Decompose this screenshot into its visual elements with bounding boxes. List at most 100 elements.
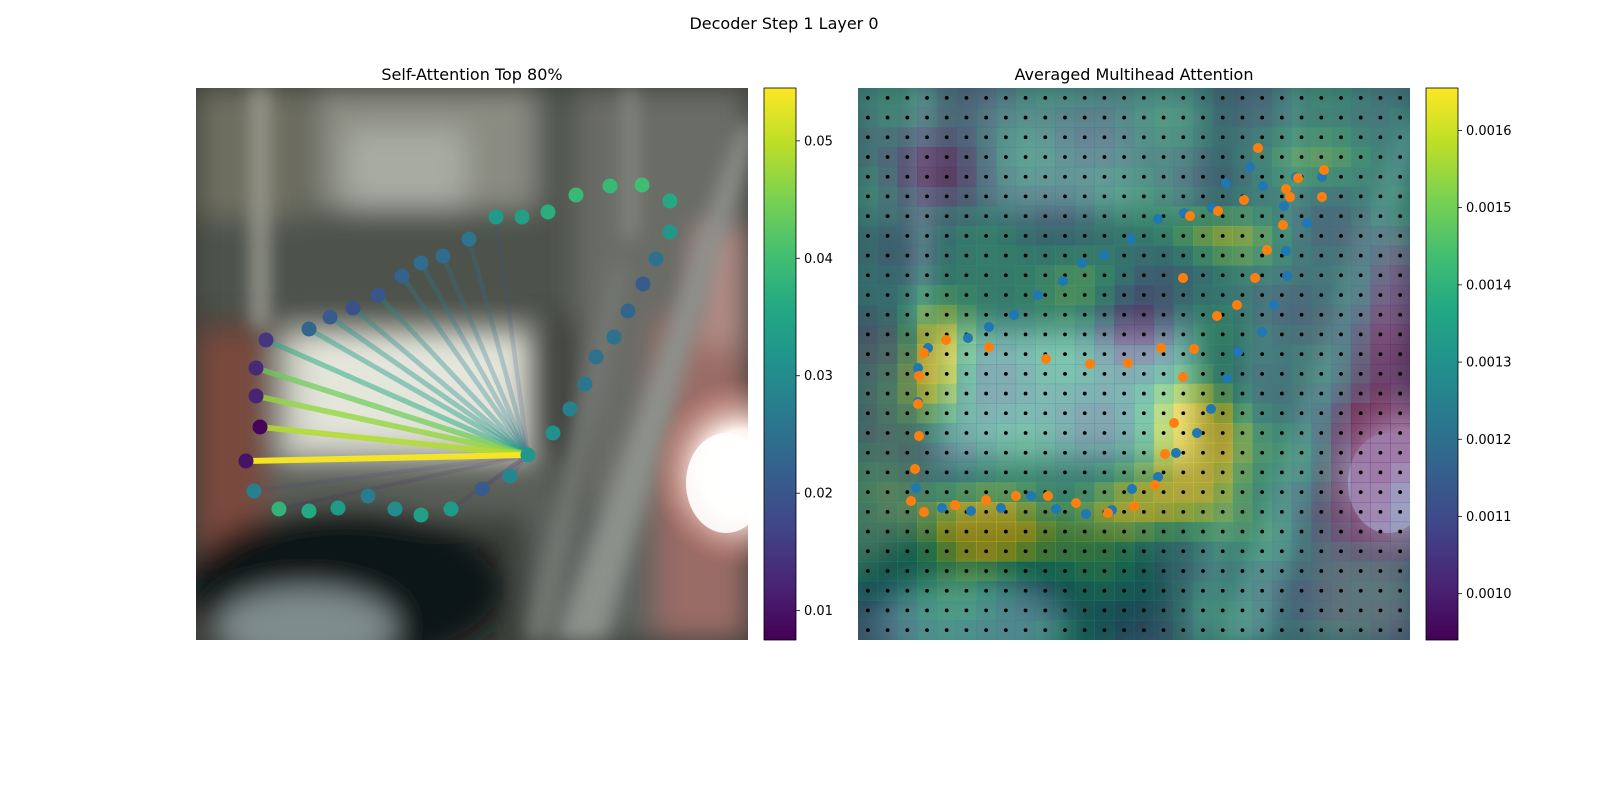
grid-dot: [1141, 450, 1146, 455]
grid-dot: [944, 371, 949, 376]
grid-dot: [984, 371, 989, 376]
grid-dot: [964, 529, 969, 534]
grid-dot: [1339, 312, 1343, 317]
grid-dot: [925, 371, 929, 376]
grid-dot: [905, 312, 910, 317]
grid-dot: [925, 549, 929, 554]
grid-dot: [1181, 391, 1186, 396]
grid-dot: [1201, 214, 1205, 219]
grid-dot: [865, 569, 870, 573]
grid-dot: [1240, 253, 1245, 258]
grid-dot: [1003, 391, 1008, 396]
grid-dot: [1201, 174, 1205, 179]
predicted-points: [906, 143, 1329, 518]
grid-dot: [1201, 509, 1205, 514]
grid-dot: [1378, 135, 1383, 140]
grid-dot: [1378, 174, 1383, 179]
grid-dot: [1102, 135, 1107, 140]
grid-dot: [1378, 332, 1383, 337]
trajectory-point: [271, 501, 287, 517]
grid-dot: [1063, 312, 1067, 317]
grid-dot: [1398, 115, 1403, 120]
grid-dot: [1378, 293, 1383, 297]
grid-dot: [1102, 490, 1107, 495]
grid-dot: [1378, 194, 1383, 199]
grid-dot: [1201, 194, 1205, 199]
grid-dot: [964, 293, 969, 297]
grid-dot: [1358, 155, 1363, 159]
grid-dot: [1358, 529, 1363, 534]
grid-dot: [1122, 490, 1127, 495]
grid-dot: [1122, 529, 1127, 534]
grid-dot: [1279, 411, 1284, 416]
grid-dot: [984, 608, 989, 613]
grid-dot: [1181, 628, 1186, 633]
trajectory-point: [435, 248, 451, 264]
grid-dot: [1260, 293, 1265, 297]
grid-dot: [1201, 95, 1205, 100]
reference-point: [1233, 347, 1243, 357]
attention-link: [466, 236, 531, 458]
attention-link: [350, 305, 531, 458]
grid-dot: [1299, 371, 1304, 376]
grid-dot: [1023, 411, 1028, 416]
grid-dot: [925, 391, 929, 396]
predicted-point: [1043, 491, 1053, 501]
grid-dot: [1220, 233, 1225, 238]
grid-dot: [1003, 549, 1008, 554]
grid-dot: [1141, 273, 1146, 278]
grid-dot: [1122, 391, 1127, 396]
grid-dot: [964, 155, 969, 159]
grid-dot: [1358, 569, 1363, 573]
grid-dot: [885, 608, 890, 613]
grid-dot: [1319, 135, 1324, 140]
grid-dot: [1398, 194, 1403, 199]
grid-dot: [1378, 549, 1383, 554]
grid-dot: [1378, 470, 1383, 475]
grid-dot: [1161, 549, 1166, 554]
grid-dot: [1220, 174, 1225, 179]
grid-dot: [1122, 233, 1127, 238]
trajectory-point: [634, 177, 650, 193]
grid-dot: [1299, 352, 1304, 357]
grid-dot: [1260, 608, 1265, 613]
grid-dot: [1082, 155, 1087, 159]
grid-dot: [1339, 411, 1343, 416]
attention-link: [375, 292, 531, 458]
reference-point: [1077, 258, 1087, 268]
grid-dot: [905, 549, 910, 554]
predicted-point: [1103, 508, 1113, 518]
grid-dot: [1063, 253, 1067, 258]
grid-dot: [1339, 509, 1343, 514]
grid-dot: [1260, 509, 1265, 514]
grid-dot: [1299, 155, 1304, 159]
predicted-point: [1213, 206, 1223, 216]
predicted-point: [1262, 245, 1272, 255]
grid-dot: [1082, 529, 1087, 534]
grid-dot: [1339, 293, 1343, 297]
grid-dot: [1161, 371, 1166, 376]
grid-dot: [1122, 135, 1127, 140]
grid-dot: [1240, 549, 1245, 554]
grid-dot: [1279, 194, 1284, 199]
grid-dot: [1141, 332, 1146, 337]
grid-dot: [1240, 95, 1245, 100]
grid-dot: [1063, 391, 1067, 396]
grid-dot: [1378, 608, 1383, 613]
reference-point: [966, 506, 976, 516]
grid-dot: [1082, 253, 1087, 258]
reference-point: [984, 322, 994, 332]
trajectory-point: [577, 376, 593, 392]
grid-dot: [1299, 293, 1304, 297]
reference-point: [1058, 276, 1068, 286]
grid-dot: [1102, 214, 1107, 219]
grid-dot: [964, 273, 969, 278]
grid-dot: [1299, 509, 1304, 514]
grid-dot: [1063, 431, 1067, 435]
grid-dot: [1003, 628, 1008, 633]
grid-dot: [1398, 273, 1403, 278]
grid-dot: [1063, 214, 1067, 219]
grid-dot: [1358, 608, 1363, 613]
grid-dot: [1063, 628, 1067, 633]
self-attention-colorbar: 0.01 0.02 0.03 0.04 0.05: [763, 87, 833, 641]
